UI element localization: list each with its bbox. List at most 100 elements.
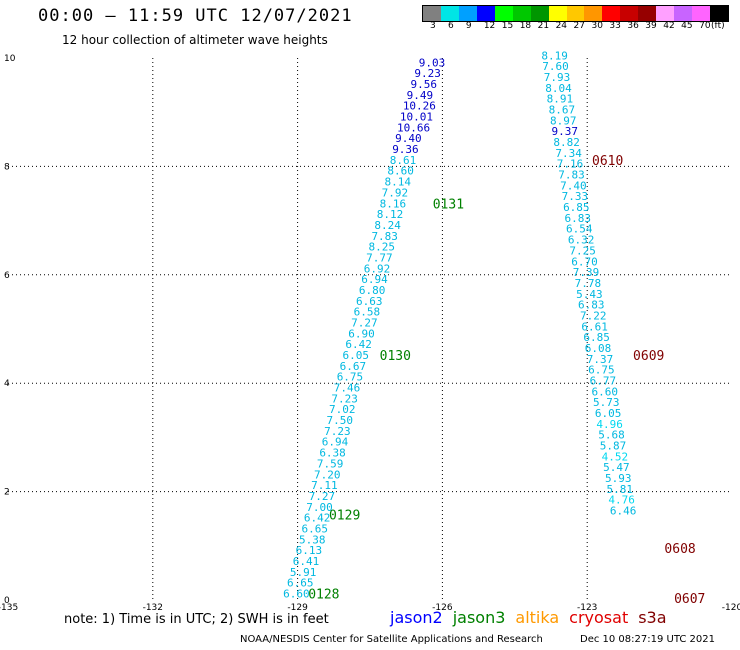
page-title: 00:00 – 11:59 UTC 12/07/2021 — [38, 6, 353, 26]
y-tick-label: 8 — [4, 162, 10, 172]
wave-height-value: 6.77 — [590, 374, 617, 387]
wave-height-value: 6.65 — [287, 577, 314, 590]
wave-height-value: 5.68 — [598, 429, 625, 442]
color-scale-label: 45 — [681, 21, 693, 31]
legend-item-s3a: s3a — [638, 608, 667, 627]
wave-height-value: 7.93 — [544, 71, 571, 84]
wave-height-value: 6.05 — [342, 349, 369, 362]
wave-height-value: 10.26 — [403, 100, 436, 113]
wave-height-value: 9.40 — [395, 132, 422, 145]
pass-time-label: 0608 — [664, 542, 695, 557]
wave-height-value: 6.08 — [585, 342, 612, 355]
wave-height-value: 7.92 — [382, 186, 409, 199]
wave-height-value: 4.96 — [596, 418, 623, 431]
color-swatch — [602, 6, 621, 21]
wave-height-value: 7.27 — [309, 490, 336, 503]
y-tick-label: 10 — [4, 54, 16, 64]
color-scale-label: 24 — [555, 21, 568, 31]
wave-height-value: 4.76 — [608, 494, 635, 507]
color-scale-label: 36 — [627, 21, 639, 31]
color-swatch — [566, 6, 585, 21]
x-tick-label: -126 — [432, 603, 453, 613]
wave-height-value: 6.41 — [293, 555, 320, 568]
wave-height-value: 7.37 — [587, 353, 614, 366]
wave-height-value: 8.14 — [384, 176, 411, 189]
x-tick-label: -132 — [143, 603, 163, 613]
pass-time-label: 0610 — [592, 154, 623, 169]
color-swatch — [620, 6, 639, 21]
wave-height-value: 7.78 — [575, 277, 602, 290]
color-scale-label: 18 — [519, 21, 532, 31]
y-tick-label: 4 — [4, 379, 10, 389]
wave-height-value: 7.50 — [327, 414, 354, 427]
wave-height-value: 7.77 — [366, 251, 393, 264]
wave-height-value: 7.23 — [324, 425, 351, 438]
wave-height-value: 7.00 — [306, 501, 333, 514]
wave-height-value: 7.11 — [311, 479, 338, 492]
wave-height-value: 8.60 — [387, 165, 414, 178]
color-scale-label: 27 — [573, 21, 585, 31]
wave-height-value: 9.36 — [392, 143, 419, 156]
footer-credit: NOAA/NESDIS Center for Satellite Applica… — [240, 634, 543, 645]
color-scale-label: 42 — [663, 21, 675, 31]
wave-height-value: 8.82 — [553, 136, 580, 149]
color-swatch — [656, 6, 675, 21]
wave-height-value: 10.66 — [397, 121, 430, 134]
wave-height-value: 6.83 — [578, 299, 605, 312]
color-scale-bar — [422, 5, 729, 22]
y-tick-label: 2 — [4, 488, 10, 498]
pass-time-label: 0129 — [329, 508, 360, 523]
color-swatch — [710, 6, 728, 21]
wave-height-value: 5.87 — [600, 440, 627, 453]
color-scale-label: 33 — [609, 21, 621, 31]
legend-item-jason3: jason3 — [452, 608, 506, 627]
wave-height-value: 5.47 — [603, 461, 630, 474]
x-tick-label: -129 — [287, 603, 308, 613]
wave-height-value: 6.38 — [319, 447, 346, 460]
wave-height-value: 8.04 — [545, 82, 572, 95]
wave-height-value: 6.94 — [361, 273, 388, 286]
wave-height-value: 10.01 — [400, 111, 433, 124]
note-text: note: 1) Time is in UTC; 2) SWH is in fe… — [64, 612, 329, 627]
wave-height-value: 6.75 — [337, 371, 364, 384]
color-scale-label: 12 — [483, 21, 496, 31]
x-tick-label: -123 — [577, 603, 597, 613]
wave-height-value: 9.23 — [414, 67, 441, 80]
wave-height-value: 8.91 — [547, 93, 574, 106]
wave-height-value: 6.42 — [345, 338, 372, 351]
wave-height-value: 5.38 — [299, 533, 326, 546]
wave-height-value: 6.67 — [340, 360, 367, 373]
color-scale-label: 6 — [447, 21, 454, 31]
wave-height-value: 7.46 — [334, 382, 361, 395]
color-swatch — [674, 6, 693, 21]
wave-height-value: 6.60 — [592, 385, 619, 398]
wave-height-value: 6.92 — [364, 262, 391, 275]
color-scale-label: (ft) — [711, 21, 725, 31]
wave-height-value: 7.39 — [573, 266, 600, 279]
wave-height-value: 8.16 — [380, 197, 407, 210]
wave-height-value: 7.25 — [569, 244, 596, 257]
legend-item-jason2: jason2 — [390, 608, 443, 627]
wave-height-value: 6.05 — [595, 407, 622, 420]
wave-height-value: 6.90 — [348, 327, 375, 340]
color-swatch — [638, 6, 657, 21]
wave-height-value: 4.52 — [602, 450, 629, 463]
wave-height-value: 6.94 — [322, 436, 349, 449]
color-swatch — [476, 6, 495, 21]
color-swatch — [530, 6, 549, 21]
wave-height-value: 6.58 — [354, 306, 381, 319]
legend-item-altika: altika — [515, 608, 560, 627]
color-scale-label: 3 — [430, 21, 436, 31]
wave-height-value: 7.16 — [557, 158, 584, 171]
wave-height-value: 5.81 — [607, 483, 634, 496]
pass-time-label: 0609 — [633, 349, 664, 364]
color-swatch — [584, 6, 603, 21]
legend-item-cryosat: cryosat — [569, 608, 629, 627]
color-swatch — [458, 6, 477, 21]
pass-time-label: 0130 — [380, 349, 411, 364]
color-swatch — [548, 6, 567, 21]
wave-height-value: 8.19 — [541, 49, 568, 62]
color-scale-label: 30 — [591, 21, 603, 31]
wave-height-value: 6.63 — [356, 295, 383, 308]
